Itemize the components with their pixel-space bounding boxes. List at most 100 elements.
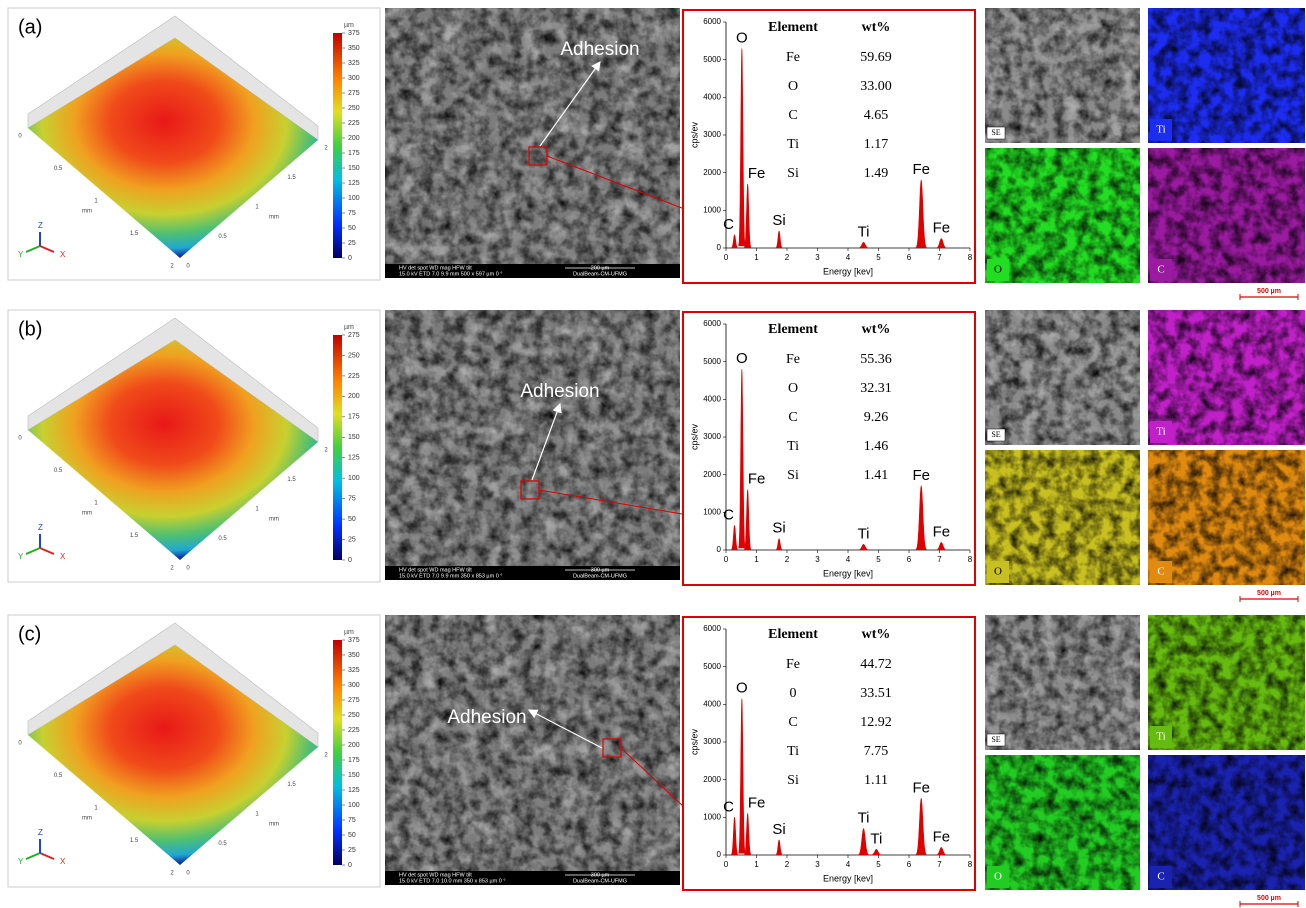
colorbar-tick-label: 225 [348,373,360,380]
eds-table-cell: Ti [787,439,799,454]
eds-y-tick-label: 4000 [703,394,721,403]
eds-peak-label: Ti [870,830,882,847]
eds-table-cell: 59.69 [860,50,892,65]
eds-x-tick-label: 1 [754,253,759,262]
colorbar-tick-label: 200 [348,742,360,749]
profile-y-tick: 0.5 [218,234,227,240]
profile-y-tick: 1.5 [287,175,296,181]
eds-x-tick-label: 6 [907,555,912,564]
colorbar-tick-label: 200 [348,135,360,142]
eds-table-cell: 33.51 [860,686,892,701]
profile-y-axis-label: mm [269,822,279,828]
eds-x-tick-label: 5 [876,253,881,262]
colorbar-unit: µm [344,629,354,636]
eds-peak-label: Si [772,520,785,537]
colorbar-tick-label: 275 [348,90,360,97]
eds-y-tick-label: 2000 [703,470,721,479]
profile-x-tick: 1.5 [130,533,139,539]
colorbar-tick-label: 350 [348,45,360,52]
eds-x-tick-label: 2 [785,555,790,564]
eds-table-cell: C [788,715,797,730]
colorbar-tick-label: 350 [348,652,360,659]
triad-x-label: X [60,857,66,866]
element-map-label: O [994,871,1002,883]
eds-table-header: Element [768,627,818,642]
eds-y-tick-label: 3000 [703,130,721,139]
eds-x-tick-label: 8 [968,860,973,869]
eds-x-tick-label: 3 [815,860,820,869]
eds-x-tick-label: 4 [846,860,851,869]
colorbar-tick-label: 250 [348,352,360,359]
eds-peak-label: C [723,506,734,523]
eds-y-tick-label: 1000 [703,812,721,821]
sem-texture-light [385,310,680,580]
eds-table-cell: 44.72 [860,657,892,672]
colorbar-unit: µm [344,22,354,29]
sem-annotation: Adhesion [447,707,526,728]
element-map-label: C [1157,566,1164,578]
eds-y-tick-label: 5000 [703,55,721,64]
eds-y-label: cps/ev [689,121,699,148]
eds-table-cell: Ti [787,744,799,759]
eds-peak-label: Ti [858,810,870,827]
colorbar-tick-label: 225 [348,120,360,127]
eds-table-header: Element [768,322,818,337]
eds-table-cell: 4.65 [864,108,889,123]
element-map-label: Ti [1156,731,1165,743]
eds-x-tick-label: 4 [846,253,851,262]
sem-info-values: 15.0 kV ETD 7.0 9.9 mm 350 x 853 µm 0 ° [399,573,503,579]
element-map-label: O [994,264,1002,276]
eds-peak-label: Ti [858,525,870,542]
eds-table-cell: Ti [787,137,799,152]
sem-info-values: 15.0 kV ETD 7.0 10.0 mm 350 x 853 µm 0 ° [399,878,506,884]
eds-x-tick-label: 7 [937,253,942,262]
colorbar-tick-label: 25 [348,240,356,247]
eds-table-cell: 1.41 [864,468,889,483]
eds-peak-label: Ti [858,223,870,240]
eds-frame [683,617,975,890]
colorbar-tick-label: 125 [348,787,360,794]
eds-peak-label: Fe [933,828,951,845]
element-map-texture-light [985,615,1140,750]
element-map-texture-light [985,310,1140,445]
eds-y-tick-label: 2000 [703,775,721,784]
eds-y-tick-label: 1000 [703,507,721,516]
colorbar-tick-label: 100 [348,195,360,202]
eds-peak-label: O [736,680,748,697]
colorbar-tick-label: 275 [348,332,360,339]
eds-peak-label: Si [772,821,785,838]
triad-y-label: Y [18,857,24,866]
eds-x-tick-label: 2 [785,253,790,262]
panel-label: (c) [18,623,41,645]
colorbar-tick-label: 375 [348,637,360,644]
colorbar-tick-label: 375 [348,30,360,37]
colorbar [333,640,342,865]
eds-table-cell: 55.36 [860,352,892,367]
colorbar-tick-label: 100 [348,475,360,482]
eds-x-tick-label: 2 [785,860,790,869]
colorbar-tick-label: 0 [348,862,352,869]
eds-peak-label: Fe [748,471,766,488]
colorbar-tick-label: 75 [348,817,356,824]
eds-peak-label: Si [772,212,785,229]
eds-table-cell: O [788,381,798,396]
colorbar-tick-label: 25 [348,536,356,543]
profile-x-axis-label: mm [82,511,92,517]
profile-y-axis-label: mm [269,517,279,523]
eds-table-cell: 1.11 [864,773,888,788]
colorbar-tick-label: 100 [348,802,360,809]
triad-z-label: Z [38,523,43,532]
colorbar [333,33,342,258]
eds-peak-label: Fe [748,165,766,182]
eds-table-cell: Si [787,468,799,483]
eds-x-tick-label: 5 [876,555,881,564]
eds-peak-label: O [736,29,748,46]
triad-y-label: Y [18,552,24,561]
eds-x-label: Energy [kev] [823,873,873,883]
colorbar-tick-label: 125 [348,455,360,462]
colorbar-tick-label: 50 [348,832,356,839]
eds-table-header: wt% [862,627,891,642]
colorbar-tick-label: 325 [348,60,360,67]
eds-table-cell: Fe [786,50,800,65]
profile-x-tick: 0.5 [54,166,63,172]
